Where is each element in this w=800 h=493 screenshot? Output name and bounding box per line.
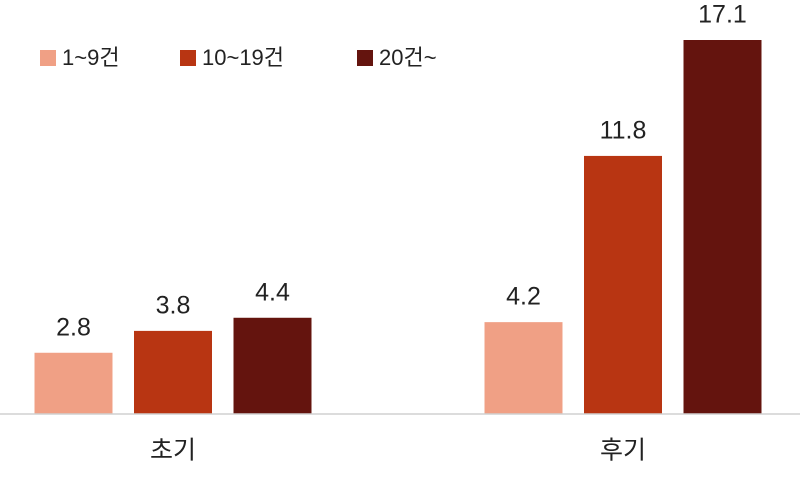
value-label: 3.8 [156, 291, 191, 319]
legend-label: 20건~ [379, 45, 437, 70]
legend-swatch [40, 50, 56, 66]
bar [584, 155, 662, 414]
value-label: 17.1 [698, 1, 747, 29]
bar [683, 40, 762, 414]
value-label: 4.2 [506, 283, 541, 311]
value-label: 4.4 [255, 278, 290, 306]
x-tick-label: 후기 [600, 437, 646, 465]
bar [233, 317, 312, 414]
bar [134, 330, 212, 414]
value-label: 11.8 [600, 117, 647, 145]
legend-label: 10~19건 [202, 45, 284, 70]
legend-swatch [180, 50, 196, 66]
legend-label: 1~9건 [62, 45, 120, 70]
value-label: 2.8 [56, 313, 91, 341]
bar [484, 322, 563, 414]
x-tick-label: 초기 [150, 437, 196, 465]
bar [34, 352, 113, 414]
legend-swatch [357, 50, 373, 66]
